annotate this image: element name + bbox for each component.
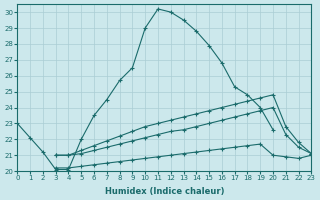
X-axis label: Humidex (Indice chaleur): Humidex (Indice chaleur) — [105, 187, 224, 196]
